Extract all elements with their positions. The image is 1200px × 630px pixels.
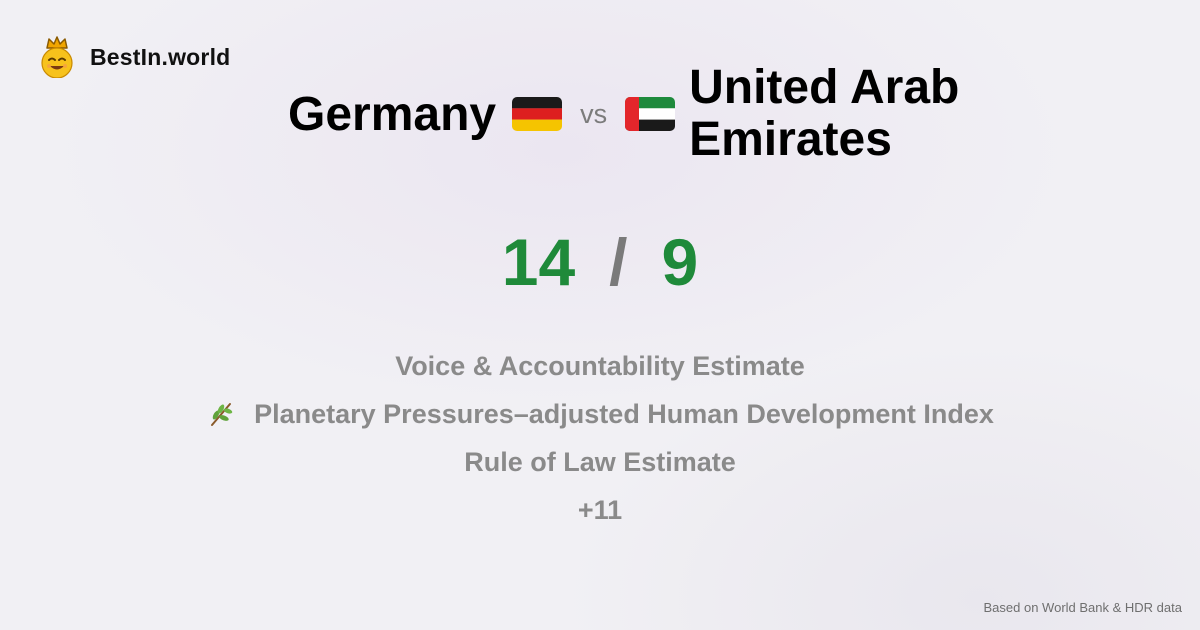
germany-flag-icon — [512, 97, 563, 131]
metric-item: Planetary Pressures–adjusted Human Devel… — [0, 390, 1200, 438]
score-country-b: 9 — [661, 225, 699, 299]
leaf-branch-icon — [211, 403, 233, 426]
score-separator: / — [609, 225, 628, 299]
data-source-note: Based on World Bank & HDR data — [983, 600, 1182, 615]
uae-flag-icon — [625, 97, 676, 131]
metric-label: Voice & Accountability Estimate — [395, 351, 805, 381]
comparison-title: Germany vs United Arab Emirates — [288, 62, 989, 166]
brand-name: BestIn.world — [90, 43, 231, 70]
more-count-label: +11 — [577, 495, 623, 525]
country-a-name: Germany — [288, 87, 497, 141]
metric-item: Rule of Law Estimate — [0, 438, 1200, 486]
score-country-a: 14 — [501, 225, 576, 299]
vs-label: vs — [580, 98, 608, 129]
score-display: 14 / 9 — [0, 222, 1200, 302]
metric-label: Rule of Law Estimate — [464, 447, 736, 477]
metric-list: Voice & Accountability Estimate Planetar… — [0, 342, 1200, 534]
metric-item: Voice & Accountability Estimate — [0, 342, 1200, 390]
brand-logo[interactable]: BestIn.world — [38, 36, 230, 78]
country-b-name: United Arab Emirates — [689, 61, 960, 166]
crowned-smiley-icon — [41, 36, 73, 78]
metric-label: Planetary Pressures–adjusted Human Devel… — [254, 399, 994, 429]
more-metrics-count: +11 — [0, 486, 1200, 534]
